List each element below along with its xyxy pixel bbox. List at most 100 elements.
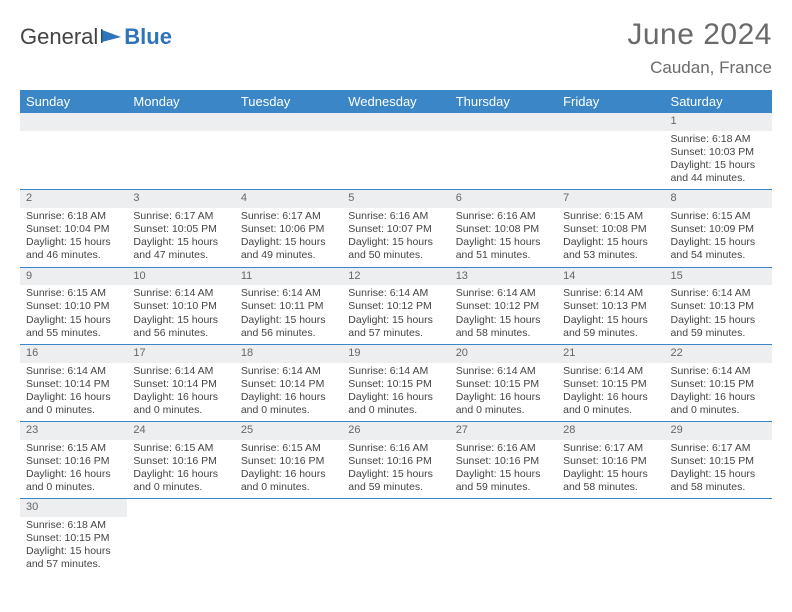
day-body: Sunrise: 6:15 AMSunset: 10:16 PMDaylight…: [20, 440, 127, 499]
daylight-text: Daylight: 16 hours: [133, 468, 228, 481]
brand-blue: Blue: [124, 24, 172, 50]
day-body: Sunrise: 6:16 AMSunset: 10:16 PMDaylight…: [342, 440, 449, 499]
sunset-text: Sunset: 10:14 PM: [133, 378, 228, 391]
calendar-cell: [127, 499, 234, 576]
day-body: Sunrise: 6:14 AMSunset: 10:13 PMDaylight…: [665, 285, 772, 344]
sunset-text: Sunset: 10:14 PM: [26, 378, 121, 391]
calendar-cell: 21Sunrise: 6:14 AMSunset: 10:15 PMDaylig…: [557, 344, 664, 421]
daylight-text: Daylight: 15 hours: [26, 545, 121, 558]
calendar-cell: [665, 499, 772, 576]
day-number-empty: [127, 113, 234, 131]
sunset-text: Sunset: 10:04 PM: [26, 223, 121, 236]
day-number: 28: [557, 422, 664, 440]
calendar-cell: 11Sunrise: 6:14 AMSunset: 10:11 PMDaylig…: [235, 267, 342, 344]
sunrise-text: Sunrise: 6:15 AM: [26, 287, 121, 300]
daylight-text: and 54 minutes.: [671, 249, 766, 262]
sunset-text: Sunset: 10:13 PM: [563, 300, 658, 313]
weekday-header: Friday: [557, 90, 664, 113]
daylight-text: and 56 minutes.: [241, 327, 336, 340]
daylight-text: Daylight: 15 hours: [456, 468, 551, 481]
day-body: Sunrise: 6:15 AMSunset: 10:16 PMDaylight…: [127, 440, 234, 499]
day-number-empty: [450, 113, 557, 131]
sunrise-text: Sunrise: 6:14 AM: [348, 287, 443, 300]
daylight-text: and 46 minutes.: [26, 249, 121, 262]
sunset-text: Sunset: 10:16 PM: [133, 455, 228, 468]
daylight-text: and 44 minutes.: [671, 172, 766, 185]
day-body: Sunrise: 6:14 AMSunset: 10:13 PMDaylight…: [557, 285, 664, 344]
day-body: Sunrise: 6:17 AMSunset: 10:06 PMDaylight…: [235, 208, 342, 267]
calendar-cell: 6Sunrise: 6:16 AMSunset: 10:08 PMDayligh…: [450, 190, 557, 267]
day-body: Sunrise: 6:15 AMSunset: 10:16 PMDaylight…: [235, 440, 342, 499]
calendar-cell: 8Sunrise: 6:15 AMSunset: 10:09 PMDayligh…: [665, 190, 772, 267]
calendar-cell: [342, 499, 449, 576]
sunrise-text: Sunrise: 6:16 AM: [348, 210, 443, 223]
sunset-text: Sunset: 10:10 PM: [133, 300, 228, 313]
daylight-text: and 58 minutes.: [563, 481, 658, 494]
sunrise-text: Sunrise: 6:14 AM: [241, 365, 336, 378]
day-body: Sunrise: 6:15 AMSunset: 10:10 PMDaylight…: [20, 285, 127, 344]
daylight-text: and 59 minutes.: [563, 327, 658, 340]
daylight-text: Daylight: 15 hours: [348, 236, 443, 249]
day-body: Sunrise: 6:16 AMSunset: 10:07 PMDaylight…: [342, 208, 449, 267]
day-number: 9: [20, 268, 127, 286]
calendar-cell: 16Sunrise: 6:14 AMSunset: 10:14 PMDaylig…: [20, 344, 127, 421]
calendar-row: 16Sunrise: 6:14 AMSunset: 10:14 PMDaylig…: [20, 344, 772, 421]
sunset-text: Sunset: 10:12 PM: [348, 300, 443, 313]
sunrise-text: Sunrise: 6:15 AM: [563, 210, 658, 223]
calendar-row: 1Sunrise: 6:18 AMSunset: 10:03 PMDayligh…: [20, 113, 772, 190]
day-body: Sunrise: 6:15 AMSunset: 10:08 PMDaylight…: [557, 208, 664, 267]
sunrise-text: Sunrise: 6:14 AM: [133, 287, 228, 300]
sunrise-text: Sunrise: 6:17 AM: [671, 442, 766, 455]
calendar-row: 30Sunrise: 6:18 AMSunset: 10:15 PMDaylig…: [20, 499, 772, 576]
calendar-cell: 25Sunrise: 6:15 AMSunset: 10:16 PMDaylig…: [235, 422, 342, 499]
calendar-cell: 26Sunrise: 6:16 AMSunset: 10:16 PMDaylig…: [342, 422, 449, 499]
daylight-text: and 0 minutes.: [241, 481, 336, 494]
sunset-text: Sunset: 10:15 PM: [456, 378, 551, 391]
day-number: 10: [127, 268, 234, 286]
daylight-text: Daylight: 15 hours: [26, 236, 121, 249]
daylight-text: and 53 minutes.: [563, 249, 658, 262]
day-body: Sunrise: 6:17 AMSunset: 10:16 PMDaylight…: [557, 440, 664, 499]
day-body: Sunrise: 6:15 AMSunset: 10:09 PMDaylight…: [665, 208, 772, 267]
daylight-text: Daylight: 16 hours: [133, 391, 228, 404]
daylight-text: Daylight: 15 hours: [241, 314, 336, 327]
day-body: Sunrise: 6:14 AMSunset: 10:14 PMDaylight…: [235, 363, 342, 422]
weekday-header: Tuesday: [235, 90, 342, 113]
day-body: Sunrise: 6:16 AMSunset: 10:16 PMDaylight…: [450, 440, 557, 499]
daylight-text: Daylight: 15 hours: [671, 236, 766, 249]
day-number: 18: [235, 345, 342, 363]
calendar-cell: 4Sunrise: 6:17 AMSunset: 10:06 PMDayligh…: [235, 190, 342, 267]
daylight-text: and 59 minutes.: [671, 327, 766, 340]
calendar-cell: 20Sunrise: 6:14 AMSunset: 10:15 PMDaylig…: [450, 344, 557, 421]
day-body: Sunrise: 6:18 AMSunset: 10:03 PMDaylight…: [665, 131, 772, 190]
sunrise-text: Sunrise: 6:14 AM: [563, 365, 658, 378]
month-title: June 2024: [627, 18, 772, 52]
sunset-text: Sunset: 10:06 PM: [241, 223, 336, 236]
day-body: Sunrise: 6:18 AMSunset: 10:04 PMDaylight…: [20, 208, 127, 267]
sunrise-text: Sunrise: 6:15 AM: [241, 442, 336, 455]
calendar-cell: [450, 113, 557, 190]
sunrise-text: Sunrise: 6:17 AM: [563, 442, 658, 455]
calendar-row: 23Sunrise: 6:15 AMSunset: 10:16 PMDaylig…: [20, 422, 772, 499]
sunrise-text: Sunrise: 6:15 AM: [26, 442, 121, 455]
day-number-empty: [235, 113, 342, 131]
header: General Blue June 2024 Caudan, France: [20, 18, 772, 78]
daylight-text: and 0 minutes.: [26, 404, 121, 417]
calendar-cell: 27Sunrise: 6:16 AMSunset: 10:16 PMDaylig…: [450, 422, 557, 499]
sunset-text: Sunset: 10:15 PM: [26, 532, 121, 545]
day-number: 5: [342, 190, 449, 208]
day-body: Sunrise: 6:14 AMSunset: 10:11 PMDaylight…: [235, 285, 342, 344]
calendar-cell: 19Sunrise: 6:14 AMSunset: 10:15 PMDaylig…: [342, 344, 449, 421]
calendar-cell: 14Sunrise: 6:14 AMSunset: 10:13 PMDaylig…: [557, 267, 664, 344]
day-body: Sunrise: 6:14 AMSunset: 10:15 PMDaylight…: [557, 363, 664, 422]
day-number: 14: [557, 268, 664, 286]
sunset-text: Sunset: 10:13 PM: [671, 300, 766, 313]
calendar-cell: 2Sunrise: 6:18 AMSunset: 10:04 PMDayligh…: [20, 190, 127, 267]
calendar-cell: 24Sunrise: 6:15 AMSunset: 10:16 PMDaylig…: [127, 422, 234, 499]
day-number: 27: [450, 422, 557, 440]
sunset-text: Sunset: 10:15 PM: [671, 455, 766, 468]
daylight-text: Daylight: 15 hours: [348, 468, 443, 481]
sunrise-text: Sunrise: 6:14 AM: [456, 287, 551, 300]
sunset-text: Sunset: 10:14 PM: [241, 378, 336, 391]
day-number-empty: [342, 113, 449, 131]
